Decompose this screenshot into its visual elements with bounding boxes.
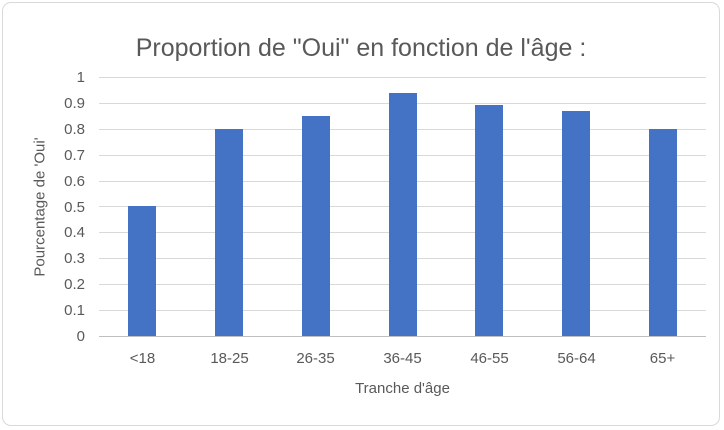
y-tick-label: 0.2 [64,276,85,293]
x-tick-label: 56-64 [557,350,596,367]
y-tick-label: 1 [76,69,85,86]
y-tick-label: 0 [76,328,85,345]
x-tick-label: 65+ [649,350,676,367]
chart[interactable]: Proportion de "Oui" en fonction de l'âge… [2,2,720,426]
bar-46-55[interactable] [475,105,503,336]
plot-area [99,77,706,337]
bar-36-45[interactable] [389,93,417,336]
bar-<18[interactable] [128,206,156,336]
chart-title: Proportion de "Oui" en fonction de l'âge… [135,34,587,62]
x-tick-label: 18-25 [210,350,249,367]
x-tick-label: <18 [129,350,156,367]
bar-26-35[interactable] [302,116,330,336]
y-tick-label: 0.9 [64,95,85,112]
y-tick-label: 0.4 [64,224,85,241]
y-tick-label: 0.1 [64,302,85,319]
y-tick-label: 0.3 [64,250,85,267]
x-axis-line [99,336,706,337]
bar-56-64[interactable] [562,111,590,336]
bar-65+[interactable] [649,129,677,336]
x-tick-label: 26-35 [296,350,335,367]
y-tick-label: 0.5 [64,199,85,216]
y-tick-label: 0.6 [64,173,85,190]
x-tick-label: 36-45 [383,350,422,367]
gridline [99,77,706,78]
x-axis-title: Tranche d'âge [355,380,450,397]
y-tick-label: 0.8 [64,121,85,138]
x-tick-label: 46-55 [470,350,509,367]
y-tick-label: 0.7 [64,147,85,164]
bar-18-25[interactable] [215,129,243,336]
